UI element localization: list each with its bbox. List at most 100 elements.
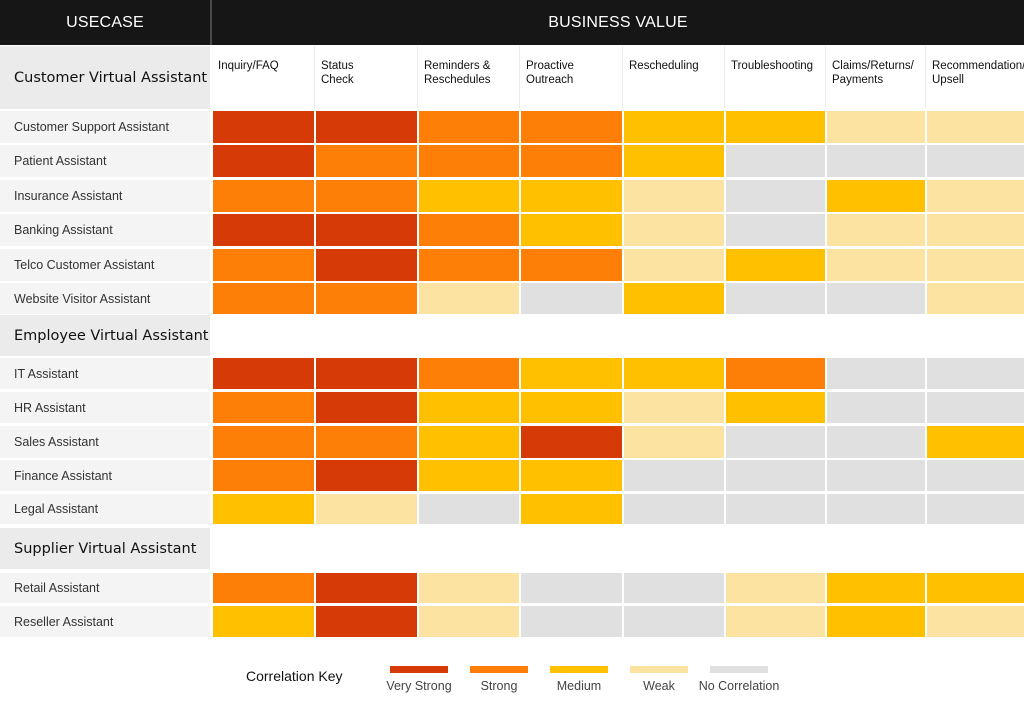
matrix-cell	[316, 606, 417, 637]
usecase-header: USECASE	[0, 0, 210, 45]
row-label: Legal Assistant	[0, 494, 210, 524]
row-label: IT Assistant	[0, 358, 210, 389]
matrix-cell	[521, 392, 622, 423]
matrix-cell	[316, 283, 417, 314]
row-label: Website Visitor Assistant	[0, 283, 210, 314]
legend-label: No Correlation	[698, 679, 780, 693]
matrix-cell	[316, 392, 417, 423]
matrix-cell	[521, 494, 622, 524]
matrix-cell	[521, 358, 622, 389]
matrix-cell	[927, 283, 1024, 314]
matrix-cell	[624, 214, 724, 246]
legend-label: Very Strong	[386, 679, 452, 693]
matrix-cell	[213, 180, 314, 212]
matrix-cell	[624, 145, 724, 177]
matrix-cell	[419, 111, 519, 143]
matrix-cell	[213, 283, 314, 314]
matrix-cell	[419, 145, 519, 177]
group-title: Supplier Virtual Assistant	[0, 528, 210, 569]
matrix-cell	[316, 426, 417, 458]
legend-swatch	[550, 666, 608, 673]
matrix-cell	[624, 494, 724, 524]
matrix-cell	[213, 426, 314, 458]
matrix-cell	[927, 494, 1024, 524]
matrix-cell	[624, 358, 724, 389]
matrix-cell	[316, 358, 417, 389]
matrix-cell	[521, 111, 622, 143]
matrix-cell	[521, 249, 622, 281]
matrix-cell	[213, 606, 314, 637]
matrix-cell	[927, 573, 1024, 603]
legend-label: Weak	[643, 679, 675, 693]
correlation-key-title: Correlation Key	[246, 668, 343, 684]
matrix-cell	[726, 392, 825, 423]
matrix-cell	[927, 392, 1024, 423]
matrix-cell	[521, 460, 622, 491]
matrix-cell	[927, 426, 1024, 458]
matrix-cell	[927, 145, 1024, 177]
matrix-cell	[927, 460, 1024, 491]
matrix-cell	[213, 460, 314, 491]
column-header: Status Check	[321, 60, 354, 86]
matrix-cell	[624, 111, 724, 143]
matrix-cell	[624, 180, 724, 212]
matrix-cell	[419, 214, 519, 246]
matrix-cell	[419, 494, 519, 524]
column-divider	[417, 46, 418, 108]
legend-swatch	[630, 666, 688, 673]
matrix-cell	[827, 180, 925, 212]
column-divider	[724, 46, 725, 108]
matrix-cell	[827, 606, 925, 637]
matrix-cell	[624, 573, 724, 603]
column-divider	[925, 46, 926, 108]
header-divider	[210, 0, 212, 45]
matrix-cell	[726, 426, 825, 458]
matrix-cell	[316, 573, 417, 603]
legend-swatch	[710, 666, 768, 673]
column-divider	[314, 46, 315, 108]
matrix-cell	[521, 606, 622, 637]
matrix-cell	[213, 145, 314, 177]
matrix-cell	[827, 573, 925, 603]
matrix-cell	[419, 180, 519, 212]
matrix-cell	[419, 426, 519, 458]
matrix-cell	[624, 283, 724, 314]
matrix-cell	[827, 111, 925, 143]
matrix-cell	[726, 358, 825, 389]
row-label: Customer Support Assistant	[0, 111, 210, 143]
matrix-cell	[213, 214, 314, 246]
legend-label: Medium	[556, 679, 602, 693]
row-label: Finance Assistant	[0, 460, 210, 491]
matrix-cell	[213, 358, 314, 389]
matrix-cell	[827, 249, 925, 281]
matrix-cell	[213, 392, 314, 423]
matrix-cell	[827, 214, 925, 246]
matrix-cell	[827, 494, 925, 524]
matrix-cell	[521, 214, 622, 246]
matrix-cell	[726, 494, 825, 524]
row-label: Patient Assistant	[0, 145, 210, 177]
business-value-header: BUSINESS VALUE	[212, 0, 1024, 45]
matrix-cell	[213, 573, 314, 603]
matrix-cell	[521, 145, 622, 177]
matrix-cell	[827, 460, 925, 491]
column-header: Claims/Returns/ Payments	[832, 60, 914, 86]
row-label: Insurance Assistant	[0, 180, 210, 212]
row-label: Sales Assistant	[0, 426, 210, 458]
column-header: Inquiry/FAQ	[218, 60, 279, 72]
column-header: Rescheduling	[629, 60, 699, 72]
matrix-cell	[419, 460, 519, 491]
matrix-cell	[624, 426, 724, 458]
matrix-cell	[726, 111, 825, 143]
matrix-cell	[726, 249, 825, 281]
matrix-cell	[419, 573, 519, 603]
legend-swatch	[470, 666, 528, 673]
matrix-cell	[927, 358, 1024, 389]
matrix-cell	[624, 392, 724, 423]
matrix-cell	[927, 180, 1024, 212]
matrix-cell	[419, 249, 519, 281]
column-header: Recommendation/ Upsell	[932, 60, 1024, 86]
matrix-cell	[316, 460, 417, 491]
group-title: Customer Virtual Assistant	[0, 46, 210, 109]
row-label: Reseller Assistant	[0, 606, 210, 637]
